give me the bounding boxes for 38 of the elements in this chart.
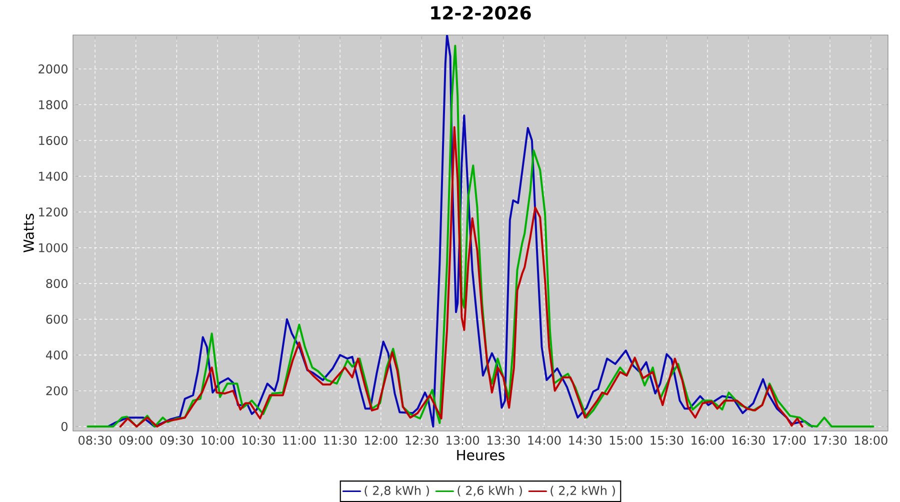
x-tick-label: 13:30 <box>487 436 520 445</box>
x-tick-label: 18:00 <box>854 436 888 445</box>
x-tick-label: 12:00 <box>364 436 398 445</box>
line-series <box>119 126 804 428</box>
x-tick-label: 10:00 <box>202 436 234 445</box>
y-tick-label: 1800 <box>39 100 68 110</box>
y-tick-label: 800 <box>46 278 68 288</box>
y-tick-label: 200 <box>46 386 68 396</box>
legend-label: ( 2,6 kWh ) <box>458 486 522 496</box>
x-tick-label: 16:00 <box>692 436 724 445</box>
y-tick-label: 1000 <box>39 243 68 252</box>
x-tick-label: 10:30 <box>242 436 275 445</box>
x-tick-label: 09:00 <box>119 436 152 445</box>
x-tick-label: 17:30 <box>814 436 847 445</box>
x-tick-label: 11:30 <box>324 436 357 445</box>
x-tick-label: 12:30 <box>406 436 438 445</box>
y-tick-label: 1600 <box>39 136 68 146</box>
legend-label: ( 2,8 kWh ) <box>364 486 429 496</box>
y-axis-title: Watts <box>24 214 34 252</box>
x-tick-label: 08:30 <box>78 436 112 445</box>
x-tick-label: 15:00 <box>610 436 642 445</box>
x-axis-title: Heures <box>457 450 505 460</box>
y-tick-label: 0 <box>61 422 68 432</box>
x-tick-label: 14:00 <box>528 436 561 445</box>
y-tick-label: 1400 <box>39 172 68 181</box>
chart-title: 12-2-2026 <box>431 6 531 20</box>
y-tick-label: 2000 <box>38 64 68 74</box>
legend-label: ( 2,2 kWh ) <box>550 486 615 496</box>
y-tick-label: 600 <box>46 314 68 324</box>
x-tick-label: 13:00 <box>446 436 480 445</box>
x-tick-label: 16:30 <box>732 436 765 445</box>
x-tick-label: 14:30 <box>569 436 602 445</box>
x-tick-label: 15:30 <box>650 436 684 445</box>
x-tick-label: 17:00 <box>773 436 806 445</box>
x-tick-label: 09:30 <box>160 436 194 445</box>
y-tick-label: 1200 <box>39 207 68 217</box>
x-tick-label: 11:00 <box>283 436 316 445</box>
y-tick-label: 400 <box>46 350 68 360</box>
